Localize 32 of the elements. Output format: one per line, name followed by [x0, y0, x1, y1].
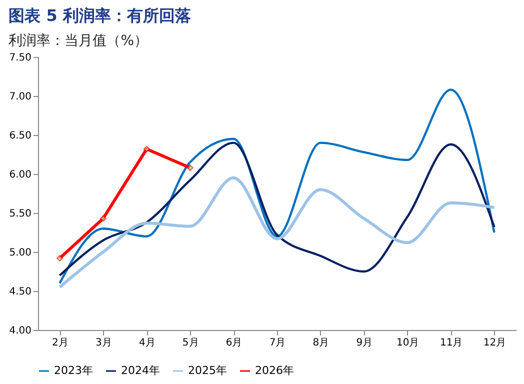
x-tick-label: 8月: [312, 338, 330, 348]
y-tick-label: 7.00: [9, 92, 32, 102]
x-tick-label: 11月: [440, 338, 463, 348]
y-tick-label: 4.00: [9, 326, 32, 336]
line-series: [58, 88, 496, 284]
chart-subtitle: 利润率：当月值（%）: [8, 33, 148, 49]
point: [100, 215, 106, 222]
x-tick-label: 2月: [52, 338, 68, 348]
x-tick-label: 12月: [483, 338, 506, 348]
point: [143, 146, 150, 152]
y-tick-label: 6.00: [9, 170, 32, 180]
x-tick-label: 3月: [95, 338, 112, 348]
x-tick-label: 10月: [396, 338, 420, 348]
legend-label: 2026年: [255, 364, 294, 377]
x-tick-label: 4月: [138, 338, 156, 348]
point: [56, 255, 63, 262]
line-series: [58, 142, 496, 276]
x-tick-label: 9月: [356, 338, 373, 348]
y-tick-label: 6.50: [9, 130, 32, 142]
x-tick-label: 6月: [226, 338, 242, 348]
point: [186, 164, 194, 171]
legend-label: 2024年: [121, 364, 160, 377]
y-tick-label: 4.50: [9, 286, 32, 298]
legend-label: 2023年: [54, 364, 93, 377]
legend-label: 2025年: [188, 364, 227, 377]
line-series: [58, 176, 496, 289]
x-tick-label: 7月: [269, 338, 286, 348]
y-tick-label: 5.50: [9, 208, 32, 220]
y-tick-label: 7.50: [9, 52, 32, 64]
chart-title: 图表 5 利润率：有所回落: [8, 6, 192, 25]
y-tick-label: 5.00: [9, 248, 32, 258]
x-tick-label: 5月: [182, 338, 199, 348]
